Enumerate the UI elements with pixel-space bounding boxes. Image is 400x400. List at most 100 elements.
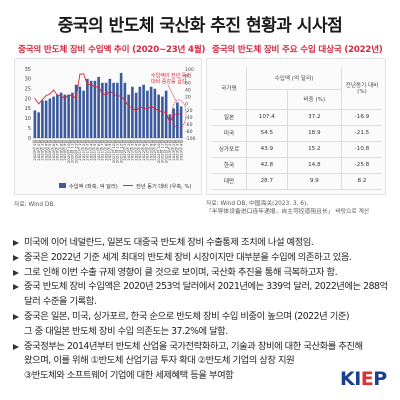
cell-yoy: 8.2 <box>341 173 382 190</box>
x-tick-label: 2022년 9월 <box>152 140 157 161</box>
y-right-tick-label: -60 <box>185 122 193 128</box>
yoy-series-line <box>34 73 182 125</box>
yoy-point-2022년 7월 <box>146 108 148 110</box>
right-table-source-1: 자료: Wind DB, 中国海关(2023. 3. 6), <box>206 201 309 207</box>
x-tick-label: 2021년 3월 <box>85 140 90 161</box>
annotation-line-2: 대비 증감률 급감 <box>151 78 187 85</box>
bar-2023년 4월 <box>179 106 183 138</box>
yoy-point-2022년 11월 <box>161 111 163 113</box>
cell-country: 미국 <box>212 125 247 142</box>
yoy-point-2021년 3월 <box>86 84 88 86</box>
bar-2020년 8월 <box>59 92 63 138</box>
bullet-line: 중국은 일본, 미국, 싱가포르, 한국 순으로 반도체 장비 수입 비중이 높… <box>24 310 350 322</box>
bar-2022년 11월 <box>161 96 164 138</box>
cell-yoy: -10.8 <box>341 141 382 158</box>
import-partner-table: 국가명 수입액 (억 달러) 전년동기 대비 (%) 비중 (%) 일본 107.… <box>212 67 382 190</box>
bullet-line: 중국은 2022년 기준 세계 최대의 반도체 장비 시장이지만 대부분을 수입… <box>24 251 352 263</box>
chart-axes: 05101520253035-100-80-60-40-200204060801… <box>25 67 196 142</box>
annotation-pointer <box>167 84 177 102</box>
bar-2021년 9월 <box>108 78 112 138</box>
bar-2022년 1월 <box>123 82 127 138</box>
y-right-tick-label: 0 <box>185 101 188 107</box>
x-tick-label: 2022년 10월 <box>156 140 161 164</box>
header-country: 국가명 <box>212 67 247 110</box>
bar-2021년 8월 <box>104 82 108 138</box>
yoy-line <box>34 73 182 125</box>
cell-import-value: 43.9 <box>246 141 288 158</box>
x-tick-label: 2020년 2월 <box>36 140 41 161</box>
bullet-line: 중국 반도체 장비 수입액은 2020년 253억 달러에서 2021년에는 3… <box>24 281 388 293</box>
bar-2022년 5월 <box>138 86 142 138</box>
x-tick-label: 2022년 2월 <box>126 140 131 161</box>
bar-2022년 12월 <box>164 90 168 138</box>
header-yoy: 전년동기 대비 (%) <box>341 67 382 110</box>
bar-2022년 10월 <box>157 94 160 138</box>
bar-2020년 4월 <box>44 100 48 138</box>
yoy-point-2021년 8월 <box>105 94 107 96</box>
yoy-point-2021년 10월 <box>113 93 115 95</box>
yoy-point-2023년 4월 <box>180 113 182 115</box>
x-tick-label: 2021년 5월 <box>92 140 97 161</box>
x-tick-label: 2020년 4월 <box>43 140 48 161</box>
table-subheader-row: 비중 (%) <box>212 89 382 110</box>
bullet-item: 중국은 일본, 미국, 싱가포르, 한국 순으로 반도체 장비 수입 비중이 높… <box>10 310 390 340</box>
x-tick-label: 2023년 1월 <box>167 140 172 161</box>
y-right-tick-label: -100 <box>185 136 196 142</box>
y-right-tick-label: -20 <box>185 108 193 114</box>
cell-share: 37.2 <box>286 109 343 126</box>
bar-2020년 2월 <box>37 112 40 138</box>
y-left-tick-label: 35 <box>25 67 31 73</box>
annotation-line-1: 수입액의 전년 동기 <box>151 72 191 79</box>
cell-share: 18.9 <box>286 125 343 142</box>
x-tick-label: 2021년 7월 <box>100 140 105 161</box>
bar-2021년 7월 <box>101 82 104 138</box>
left-chart-heading: 중국의 반도체 장비 수입액 추이 (2020~23년 4월) <box>18 45 206 55</box>
left-chart-source: 자료: Wind DB. <box>14 202 56 208</box>
import-partner-table-panel: 국가명 수입액 (억 달러) 전년동기 대비 (%) 비중 (%) 일본 107.… <box>206 58 386 195</box>
bar-2020년 7월 <box>56 94 59 138</box>
bar-2021년 1월 <box>78 86 82 138</box>
yoy-point-2022년 3월 <box>131 107 133 109</box>
header-share: 비중 (%) <box>286 89 343 110</box>
y-left-tick-label: 25 <box>25 87 31 93</box>
y-right-tick-label: 100 <box>185 67 194 73</box>
logo-text-main: KI <box>340 368 361 390</box>
x-tick-label: 2020년 10월 <box>66 140 71 164</box>
x-tick-label: 2021년 1월 <box>77 140 82 161</box>
yoy-point-2021년 6월 <box>98 86 100 88</box>
yoy-point-2022년 1월 <box>124 100 126 102</box>
x-tick-label: 2021년 12월 <box>118 140 123 164</box>
yoy-point-2021년 4월 <box>90 83 92 85</box>
page-title: 중국의 반도체 국산화 추진 현황과 시사점 <box>57 16 343 36</box>
x-tick-label: 2021년 11월 <box>115 140 120 164</box>
bar-2021년 4월 <box>89 80 93 138</box>
x-tick-label: 2022년 11월 <box>160 140 165 164</box>
bar-2022년 9월 <box>153 88 157 138</box>
x-tick-label: 2023년 2월 <box>171 140 176 161</box>
x-tick-label: 2020년 8월 <box>58 140 63 161</box>
table-row: 일본 107.4 37.2 -16.9 <box>212 109 382 126</box>
yoy-point-2021년 9월 <box>109 90 111 92</box>
yoy-point-2022년 2월 <box>128 105 130 107</box>
header-import-value <box>246 89 288 110</box>
cell-share: 14.8 <box>286 157 343 174</box>
bullet-item: 중국 반도체 장비 수입액은 2020년 253억 달러에서 2021년에는 3… <box>10 280 390 310</box>
header-import-group: 수입액 (억 달러) <box>246 67 342 90</box>
bullet-item: 중국정부는 2014년부터 반도체 산업을 국가전략화하고, 기술과 장비에 대… <box>10 340 390 384</box>
bullet-line: 중국정부는 2014년부터 반도체 산업을 국가전략화하고, 기술과 장비에 대… <box>24 340 363 352</box>
x-tick-label: 2020년 7월 <box>55 140 60 161</box>
yoy-point-2021년 5월 <box>94 86 96 88</box>
yoy-point-2023년 3월 <box>176 113 178 115</box>
cell-import-value: 107.4 <box>246 109 288 126</box>
x-tick-label: 2021년 10월 <box>111 140 116 164</box>
annotation-circle <box>171 99 187 129</box>
legend-line-label: 전년 동기 대비 (우축, %) <box>136 182 191 190</box>
y-left-tick-label: 0 <box>28 136 31 142</box>
yoy-point-2020년 10월 <box>68 94 70 96</box>
y-left-tick-label: 15 <box>25 106 31 112</box>
bar-2021년 2월 <box>82 90 85 138</box>
cell-yoy: -16.9 <box>341 109 382 126</box>
logo-text-tail: P <box>373 368 387 390</box>
legend-bar-label: 수입액 (좌축, 억 달러) <box>69 182 118 190</box>
bar-2021년 12월 <box>119 72 123 138</box>
